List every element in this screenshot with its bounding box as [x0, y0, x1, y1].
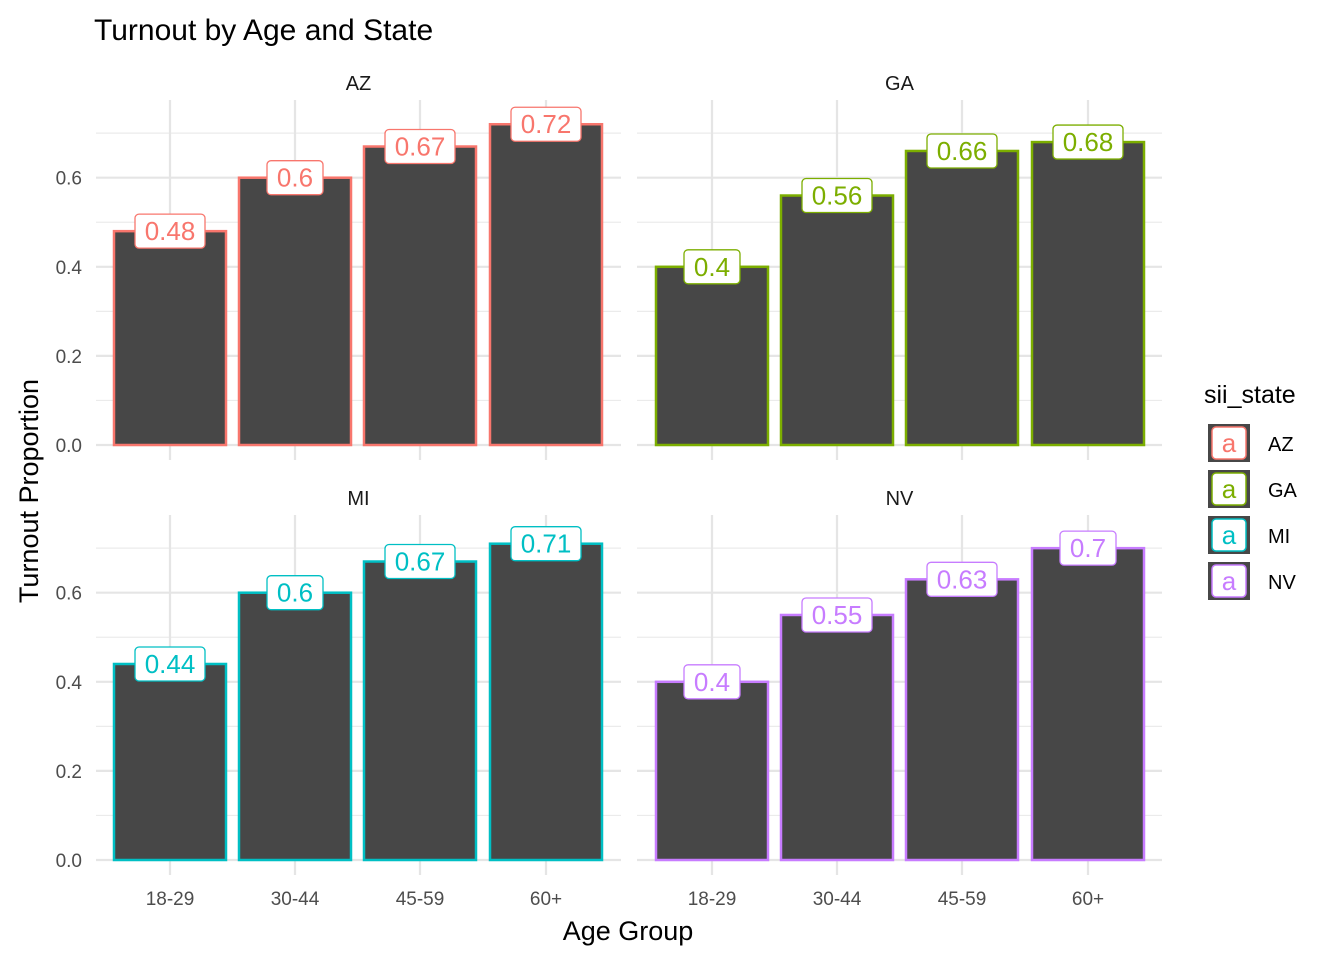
data-label-box — [801, 177, 873, 214]
legend-key-glyph: a — [1222, 566, 1237, 596]
data-label-box — [134, 646, 206, 682]
legend-key-glyph: a — [1222, 520, 1237, 550]
bar-az-1 — [237, 176, 353, 447]
data-label: 0.56 — [812, 181, 863, 211]
legend-key-label-box — [1211, 426, 1247, 460]
facet-panel-ga: GA 0.4 0.56 0.66 0.68 — [637, 73, 1162, 460]
x-tick-label: 45-59 — [396, 889, 445, 910]
y-tick-label: 0.0 — [56, 436, 82, 457]
y-axis-label: Turnout Proportion — [14, 379, 44, 603]
data-label-box — [801, 597, 873, 633]
data-label: 0.67 — [395, 547, 446, 577]
data-label-box — [1059, 530, 1117, 566]
data-label: 0.6 — [277, 163, 313, 193]
facet-panel-nv: NV 0.4 0.55 0.63 0.7 18-29 30-44 45-59 60+ — [637, 488, 1162, 910]
data-label-box — [683, 249, 741, 285]
legend-key-glyph: a — [1222, 474, 1237, 504]
data-label: 0.71 — [521, 529, 572, 559]
data-label: 0.63 — [937, 564, 988, 594]
bar-nv-1 — [779, 613, 895, 862]
data-label: 0.72 — [521, 109, 572, 139]
bar-mi-2 — [362, 560, 478, 862]
y-tick-label: 0.2 — [56, 762, 82, 783]
bar-mi-0 — [112, 662, 228, 862]
x-tick-label: 60+ — [530, 889, 562, 910]
bar-az-0 — [112, 229, 228, 447]
data-label-box — [926, 133, 998, 169]
legend-entry-label: NV — [1268, 572, 1296, 594]
legend-title: sii_state — [1204, 381, 1296, 409]
data-label-box — [266, 160, 324, 196]
data-label: 0.67 — [395, 132, 446, 162]
data-label-box — [926, 561, 998, 597]
data-label: 0.66 — [937, 136, 988, 166]
bar-mi-3 — [488, 542, 604, 862]
legend: sii_state a AZ a GA a MI a NV — [1204, 381, 1298, 600]
x-tick-label: 18-29 — [146, 889, 195, 910]
legend-key-label-box — [1211, 518, 1247, 552]
facet-strip-label: MI — [347, 488, 369, 510]
data-label: 0.6 — [277, 578, 313, 608]
facet-panel-mi: MI 0.0 0.2 0.4 0.6 0.44 0.6 0.67 0.71 18-29 30-44 4… — [56, 488, 621, 910]
data-label-box — [384, 128, 456, 165]
legend-key-label-box — [1211, 564, 1247, 598]
data-label-box — [1052, 124, 1124, 160]
legend-key-glyph: a — [1222, 428, 1237, 458]
data-label-box — [510, 106, 582, 142]
x-tick-label: 30-44 — [271, 889, 320, 910]
legend-key-az: a AZ — [1208, 424, 1294, 462]
data-label: 0.4 — [694, 252, 730, 282]
bar-ga-3 — [1030, 140, 1146, 447]
legend-key-label-box — [1211, 472, 1247, 506]
y-tick-label: 0.6 — [56, 169, 82, 190]
data-label-box — [510, 526, 582, 562]
y-tick-label: 0.4 — [56, 673, 83, 694]
data-label-box — [683, 664, 741, 700]
data-label: 0.4 — [694, 667, 730, 697]
y-tick-label: 0.2 — [56, 347, 82, 368]
bar-nv-0 — [654, 680, 770, 862]
legend-entry-label: GA — [1268, 480, 1298, 502]
data-label-box — [134, 213, 206, 249]
bar-ga-2 — [904, 149, 1020, 447]
facet-strip-label: AZ — [346, 73, 372, 95]
y-tick-label: 0.6 — [56, 584, 82, 605]
bar-nv-3 — [1030, 546, 1146, 862]
legend-entry-label: MI — [1268, 526, 1290, 548]
legend-key-ga: a GA — [1208, 470, 1298, 508]
bar-mi-1 — [237, 591, 353, 862]
bar-ga-0 — [654, 265, 770, 447]
data-label: 0.55 — [812, 600, 863, 630]
bar-az-2 — [362, 145, 478, 447]
x-tick-label: 45-59 — [938, 889, 987, 910]
legend-key-nv: a NV — [1208, 562, 1296, 600]
bar-az-3 — [488, 122, 604, 447]
chart-title: Turnout by Age and State — [94, 14, 433, 47]
y-tick-label: 0.0 — [56, 851, 82, 872]
data-label: 0.44 — [145, 649, 196, 679]
x-tick-label: 60+ — [1072, 889, 1104, 910]
legend-entry-label: AZ — [1268, 434, 1294, 456]
data-label-box — [266, 575, 324, 611]
legend-key-mi: a MI — [1208, 516, 1290, 554]
facet-strip-label: GA — [885, 73, 915, 95]
bar-ga-1 — [779, 194, 895, 447]
facet-panel-az: AZ 0.0 0.2 0.4 0.6 0.48 0.6 0.67 0.72 — [56, 73, 621, 460]
data-label: 0.48 — [145, 216, 196, 246]
x-tick-label: 18-29 — [688, 889, 737, 910]
facet-strip-label: NV — [886, 488, 914, 510]
x-tick-label: 30-44 — [813, 889, 862, 910]
data-label: 0.7 — [1070, 533, 1106, 563]
facet-panels: AZ 0.0 0.2 0.4 0.6 0.48 0.6 0.67 0.72 GA 0.4 0.56 0.… — [56, 73, 1162, 910]
data-label-box — [384, 543, 456, 580]
y-tick-label: 0.4 — [56, 258, 83, 279]
x-axis-label: Age Group — [563, 916, 694, 946]
bar-nv-2 — [904, 578, 1020, 862]
data-label: 0.68 — [1063, 127, 1114, 157]
